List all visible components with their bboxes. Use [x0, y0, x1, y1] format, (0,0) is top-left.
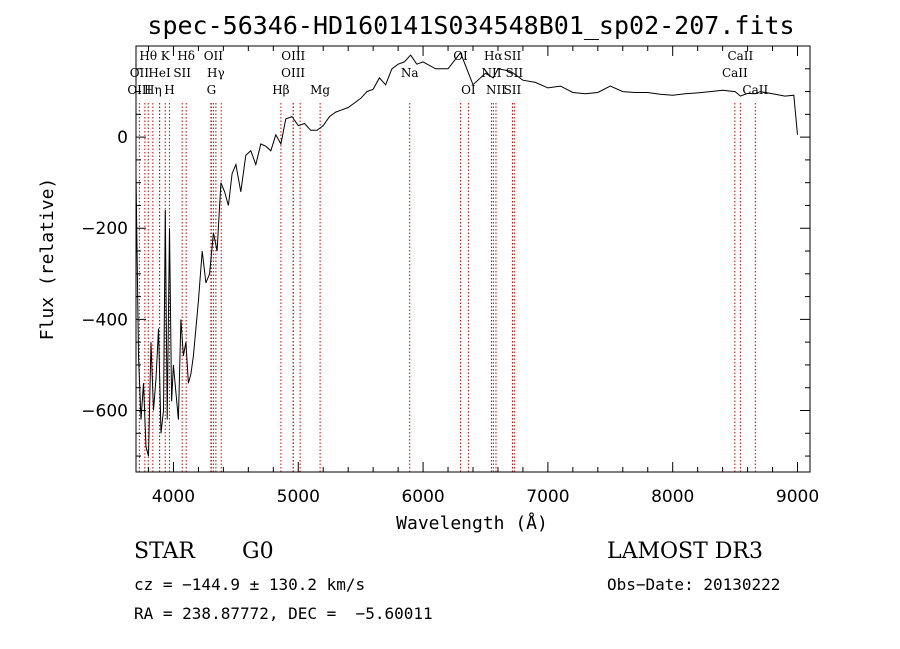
- line-label: OI: [461, 83, 476, 97]
- line-label: Mg: [310, 83, 330, 97]
- line-label: NII: [486, 83, 506, 97]
- chart-title: spec-56346-HD160141S034548B01_sp02-207.f…: [147, 11, 794, 40]
- line-label: NII: [481, 66, 501, 80]
- line-label: SII: [504, 49, 522, 63]
- observation-date: Obs−Date: 20130222: [607, 575, 781, 594]
- line-label: CaII: [722, 66, 748, 80]
- y-tick-label: −200: [81, 219, 128, 239]
- spectrum-line: [135, 51, 798, 457]
- line-label: SII: [173, 66, 191, 80]
- line-label: CaII: [742, 83, 768, 97]
- y-tick-label: −600: [81, 401, 128, 421]
- line-label: H: [164, 83, 174, 97]
- line-label: Hγ: [207, 66, 225, 80]
- object-type: STAR: [134, 539, 195, 564]
- x-axis-label: Wavelength (Å): [396, 512, 548, 534]
- x-tick-label: 9000: [776, 487, 819, 507]
- line-label: K: [161, 49, 171, 63]
- line-label: SII: [505, 66, 523, 80]
- x-tick-label: 5000: [277, 487, 320, 507]
- line-label: CaII: [727, 49, 753, 63]
- line-label: Na: [401, 66, 419, 80]
- line-label: OI: [453, 49, 468, 63]
- plot-frame: [135, 45, 811, 473]
- x-axis: 4000 5000 6000 7000 8000 9000: [147, 46, 819, 507]
- line-label: Hη: [144, 83, 162, 97]
- x-tick-label: 8000: [651, 487, 694, 507]
- line-label: HeI: [148, 66, 171, 80]
- line-label: Hθ: [139, 49, 157, 63]
- x-tick-label: 6000: [401, 487, 444, 507]
- y-axis: 0 −200 −400 −600: [81, 68, 810, 457]
- line-label: G: [207, 83, 217, 97]
- line-label: OIII: [281, 66, 305, 80]
- ra-dec-coordinates: RA = 238.87772, DEC = −5.60011: [134, 604, 433, 623]
- line-label: Hδ: [177, 49, 195, 63]
- line-label: OII: [204, 49, 224, 63]
- line-label: OIII: [281, 49, 305, 63]
- survey-name: LAMOST DR3: [607, 539, 763, 564]
- line-label: Hβ: [272, 83, 289, 97]
- redshift-velocity: cz = −144.9 ± 130.2 km/s: [134, 575, 366, 594]
- x-tick-label: 4000: [152, 487, 195, 507]
- y-tick-label: −400: [81, 310, 128, 330]
- line-label: SII: [504, 83, 522, 97]
- y-tick-label: 0: [117, 128, 128, 148]
- object-subclass: G0: [242, 539, 274, 564]
- x-tick-label: 7000: [526, 487, 569, 507]
- reference-lines: [138, 103, 756, 472]
- line-label: OIII: [127, 83, 151, 97]
- line-label: Hα: [484, 49, 503, 63]
- y-axis-label: Flux (relative): [37, 178, 58, 341]
- line-label: OII: [130, 66, 150, 80]
